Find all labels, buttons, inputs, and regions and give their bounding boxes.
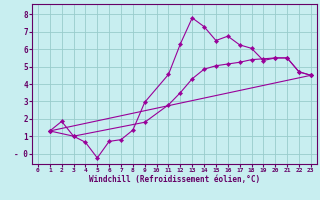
X-axis label: Windchill (Refroidissement éolien,°C): Windchill (Refroidissement éolien,°C) (89, 175, 260, 184)
